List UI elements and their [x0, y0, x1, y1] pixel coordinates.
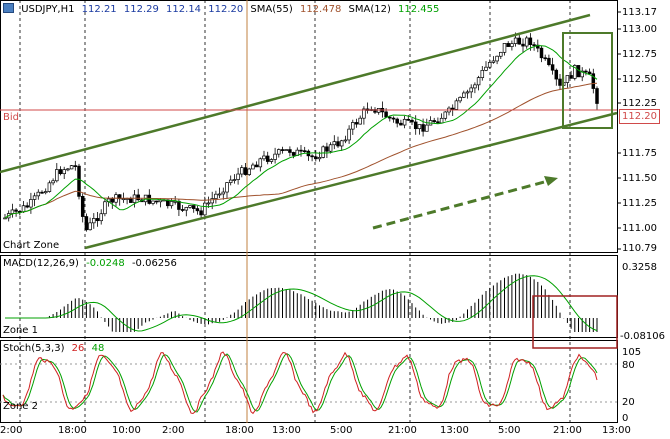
stoch-label: Stoch(5,3,3) — [3, 343, 65, 354]
stoch-axis-label: 0 — [622, 413, 629, 424]
macd-label: MACD(12,26,9) — [3, 258, 79, 269]
annotation-box-red[interactable] — [532, 295, 618, 349]
stoch-axis-label: 80 — [622, 360, 635, 371]
annotation-box-green[interactable] — [562, 32, 613, 129]
sma55-label: SMA(55) — [250, 4, 293, 15]
stoch-header: Stoch(5,3,3) 26 48 — [3, 343, 108, 354]
bid-price-tag: 112.20 — [619, 109, 660, 124]
channel-lower-line[interactable] — [84, 111, 618, 250]
low-value: 112.14 — [166, 4, 202, 15]
macd-histogram — [48, 273, 598, 332]
price-axis-label: 112.25 — [622, 98, 657, 109]
macd-panel[interactable] — [0, 255, 618, 338]
stochastic-panel[interactable] — [0, 340, 618, 423]
channel-upper-line[interactable] — [0, 13, 591, 174]
price-axis-label: 113.17 — [622, 7, 657, 18]
price-axis-label: 113.00 — [622, 24, 657, 35]
time-axis-label: 2:00 — [0, 425, 23, 436]
stoch-axis-label: 105 — [622, 347, 642, 358]
price-axis-label: 111.25 — [622, 198, 657, 209]
price-axis-label: 111.00 — [622, 223, 657, 234]
sma55-value: 112.478 — [299, 4, 342, 15]
open-value: 112.21 — [81, 4, 117, 15]
time-axis-label: 18:00 — [225, 425, 254, 436]
stoch-k-value: 26 — [71, 343, 85, 354]
macd-main-value: -0.0248 — [86, 258, 125, 269]
price-axis-ticks — [617, 11, 621, 250]
macd-axis-bottom: -0.08106 — [620, 331, 665, 342]
zone1-label: Zone 1 — [3, 325, 38, 336]
time-axis-label: 13:00 — [272, 425, 301, 436]
price-axis-label: 112.75 — [622, 49, 657, 60]
price-axis-label: 111.75 — [622, 148, 657, 159]
zone2-label: Zone 2 — [3, 401, 38, 412]
trend-arrow-head-icon — [544, 176, 558, 186]
price-axis-label: 110.79 — [622, 243, 657, 254]
sma12-label: SMA(12) — [348, 4, 391, 15]
time-axis-label: 10:00 — [112, 425, 141, 436]
time-axis-label: 5:00 — [498, 425, 521, 436]
chart-zone-label: Chart Zone — [3, 240, 60, 251]
macd-signal-line — [5, 275, 598, 332]
close-value: 112.20 — [208, 4, 244, 15]
price-axis-label: 111.50 — [622, 173, 657, 184]
main-chart-header: USDJPY,H1 112.21 112.29 112.14 112.20 SM… — [3, 3, 443, 15]
sma12-line — [4, 44, 598, 219]
macd-signal-value: -0.06256 — [131, 258, 177, 269]
time-axis-label: 5:00 — [330, 425, 353, 436]
high-value: 112.29 — [123, 4, 159, 15]
time-axis-label: 2:00 — [162, 425, 185, 436]
time-axis-label: 21:00 — [388, 425, 417, 436]
time-axis-label: 18:00 — [58, 425, 87, 436]
macd-header: MACD(12,26,9) -0.0248 -0.06256 — [3, 258, 181, 269]
time-axis-label: 13:00 — [602, 425, 631, 436]
stoch-axis-label: 20 — [622, 397, 635, 408]
bid-label: Bid — [3, 112, 19, 123]
time-axis-label: 13:00 — [440, 425, 469, 436]
sma12-value: 112.455 — [398, 4, 440, 15]
stoch-k-line — [2, 351, 598, 415]
macd-axis-top: 0.3258 — [622, 262, 657, 273]
time-axis-label: 21:00 — [553, 425, 582, 436]
symbol-label: USDJPY,H1 — [21, 4, 75, 15]
trend-arrow-line[interactable] — [372, 179, 549, 230]
candlesticks — [3, 32, 599, 232]
price-axis-label: 112.50 — [622, 74, 657, 85]
stoch-d-value: 48 — [91, 343, 105, 354]
chart-icon — [3, 3, 14, 13]
